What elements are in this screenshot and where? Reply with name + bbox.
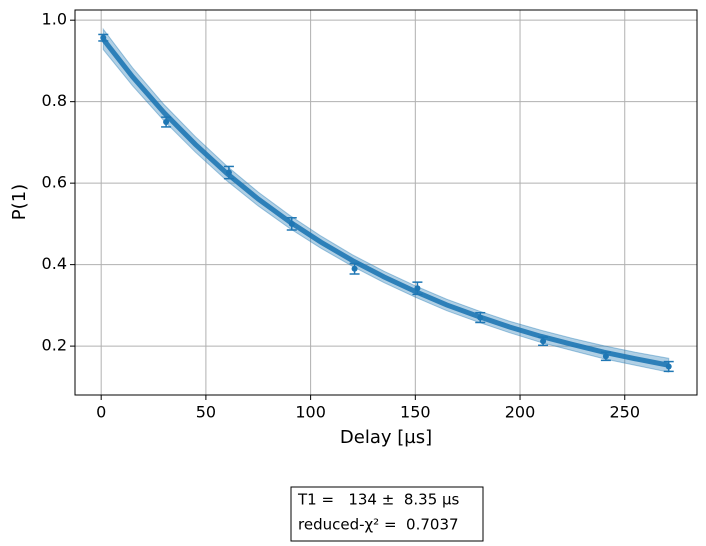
data-point xyxy=(351,265,358,272)
y-tick-label: 1.0 xyxy=(42,10,67,29)
data-point xyxy=(602,353,609,360)
data-point xyxy=(288,220,295,227)
plot-frame xyxy=(74,9,698,396)
x-tick-label: 50 xyxy=(196,403,216,422)
fit-line xyxy=(101,37,670,368)
confidence-band xyxy=(102,27,670,373)
y-tick-label: 0.8 xyxy=(42,91,67,110)
y-axis-label: P(1) xyxy=(9,184,30,220)
annotation: T1 = 134 ± 8.35 µs xyxy=(297,491,460,509)
y-tick-label: 0.4 xyxy=(42,254,67,273)
x-tick-label: 200 xyxy=(505,403,536,422)
x-axis-label: Delay [µs] xyxy=(340,427,432,448)
data-point xyxy=(477,314,484,321)
data-point xyxy=(540,338,547,345)
annotation-box xyxy=(290,486,484,542)
x-tick-label: 100 xyxy=(295,403,326,422)
data-point xyxy=(665,363,672,370)
y-tick-label: 0.6 xyxy=(42,173,67,192)
x-tick-label: 250 xyxy=(609,403,640,422)
x-tick-label: 150 xyxy=(400,403,431,422)
data-point xyxy=(414,285,421,292)
data-point xyxy=(163,119,170,126)
annotation: reduced-χ² = 0.7037 xyxy=(298,516,459,534)
y-tick-label: 0.2 xyxy=(42,336,67,355)
x-tick-label: 0 xyxy=(96,403,106,422)
data-point xyxy=(100,34,107,41)
data-point xyxy=(225,169,232,176)
